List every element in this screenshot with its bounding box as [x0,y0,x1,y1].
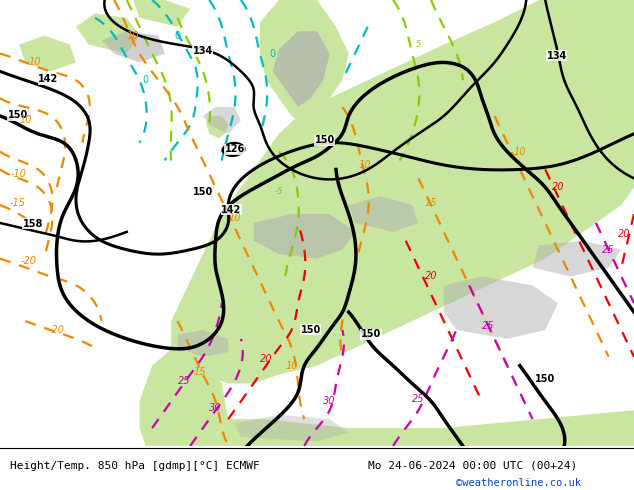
Text: 150: 150 [193,187,213,197]
Text: -10: -10 [11,169,27,179]
Polygon shape [139,343,228,446]
Text: -5: -5 [275,187,283,196]
Text: 10: 10 [29,56,41,67]
Polygon shape [254,214,355,259]
Polygon shape [533,241,621,276]
Text: 15: 15 [425,198,437,208]
Polygon shape [349,196,418,232]
Polygon shape [203,107,241,134]
Text: 10: 10 [228,214,241,223]
Text: 5: 5 [416,40,421,49]
Polygon shape [101,31,165,62]
Text: 10: 10 [19,115,32,125]
Polygon shape [19,36,76,72]
Text: 20: 20 [552,182,564,192]
Text: ©weatheronline.co.uk: ©weatheronline.co.uk [456,478,581,488]
Polygon shape [76,13,139,53]
Text: 150: 150 [314,135,335,146]
Text: 150: 150 [301,325,321,335]
Text: 15: 15 [193,368,206,377]
Polygon shape [273,31,330,107]
Polygon shape [203,410,634,446]
Polygon shape [260,0,349,125]
Text: 10: 10 [285,361,298,370]
Text: -20: -20 [49,325,65,335]
Polygon shape [206,116,228,138]
Polygon shape [133,0,190,27]
Polygon shape [444,276,558,339]
Text: 0: 0 [174,31,181,41]
Text: 25: 25 [602,245,615,255]
Text: 10: 10 [514,147,526,157]
Text: 25: 25 [482,320,495,331]
Text: 30: 30 [323,396,336,406]
Text: 25: 25 [178,376,190,386]
Text: 10: 10 [127,31,139,41]
Text: 142: 142 [221,204,242,215]
Polygon shape [171,0,634,384]
Text: -20: -20 [20,256,37,266]
Text: 134: 134 [193,46,213,56]
Text: 0: 0 [269,49,276,58]
Text: 150: 150 [8,110,28,120]
Text: 150: 150 [535,374,555,384]
Text: 10: 10 [358,160,371,170]
Text: 30: 30 [209,403,222,413]
Text: Mo 24-06-2024 00:00 UTC (00+24): Mo 24-06-2024 00:00 UTC (00+24) [368,461,577,471]
Text: 150: 150 [361,329,381,340]
Text: 20: 20 [260,354,273,364]
Text: -15: -15 [10,198,26,208]
Text: 20: 20 [618,229,631,239]
Text: 134: 134 [547,51,567,61]
Polygon shape [178,330,228,357]
Text: 126: 126 [224,145,245,154]
Text: 142: 142 [38,74,58,84]
Text: 0: 0 [143,75,149,85]
Text: 20: 20 [425,271,437,281]
Text: 25: 25 [412,394,425,404]
Polygon shape [235,415,349,441]
Text: Height/Temp. 850 hPa [gdmp][°C] ECMWF: Height/Temp. 850 hPa [gdmp][°C] ECMWF [10,461,259,471]
Text: 158: 158 [23,219,43,229]
